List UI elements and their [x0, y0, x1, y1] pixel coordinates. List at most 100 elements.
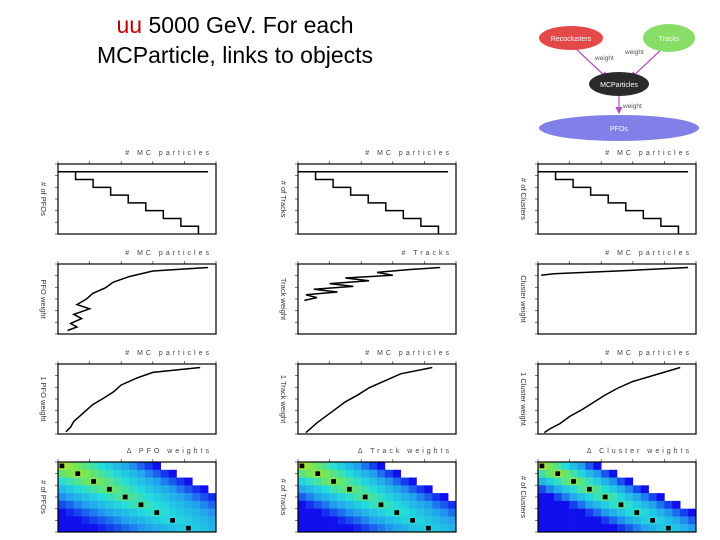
- heat-cell: [432, 524, 441, 533]
- heat-cell: [353, 500, 362, 509]
- edge-tracks-mc: [630, 47, 664, 79]
- heat-cell: [664, 500, 673, 509]
- heat-cell: [113, 469, 122, 478]
- heat-cell: [321, 493, 330, 502]
- plot-title-c0r1: # MC particles: [125, 250, 212, 257]
- series-line-c2r0: [538, 171, 689, 234]
- heat-cell: [377, 462, 386, 471]
- edge-label-weight-1: weight: [594, 55, 614, 62]
- y-label-c0r0: # of PFOs: [39, 182, 48, 216]
- heat-cell: [361, 508, 370, 517]
- plot-title-c2r0: # MC particles: [605, 150, 692, 157]
- heat-cell: [416, 508, 425, 517]
- heat-cell: [152, 500, 161, 509]
- heat-cell: [58, 477, 67, 486]
- heat-cell: [345, 516, 354, 525]
- heat-cell: [400, 500, 409, 509]
- heat-cell: [81, 477, 90, 486]
- plot-frame-c0r1: [57, 263, 217, 335]
- heat-cell: [624, 500, 634, 509]
- heat-cell: [561, 485, 570, 494]
- heat-cell: [672, 500, 681, 509]
- y-label-c1r2: 1 Track weight: [279, 375, 288, 424]
- diag-marker: [378, 502, 384, 508]
- heat-cell: [305, 477, 315, 486]
- heat-cell: [121, 524, 130, 533]
- heat-cell: [585, 524, 594, 533]
- heat-cell: [672, 516, 681, 525]
- heat-cell: [129, 524, 138, 533]
- heat-cell: [384, 469, 394, 478]
- heat-cell: [416, 524, 425, 533]
- heat-cell: [361, 462, 370, 471]
- plot-c2r1: # MC particles Cluster weight: [519, 250, 697, 335]
- diag-marker: [154, 510, 160, 515]
- heat-cell: [65, 500, 75, 509]
- plot-frame-c0r3: [57, 461, 217, 533]
- heat-cell: [97, 508, 106, 517]
- heat-cell: [58, 493, 67, 502]
- heat-cell: [152, 462, 161, 471]
- heat-cell: [298, 477, 307, 486]
- heat-cell: [609, 508, 618, 517]
- heat-cell: [129, 516, 138, 525]
- heat-cell: [400, 508, 409, 517]
- heat-cell: [329, 485, 338, 494]
- heat-cell: [305, 516, 315, 525]
- title-accent: uu: [116, 12, 143, 38]
- heat-cell: [184, 500, 193, 509]
- heat-cell: [152, 493, 161, 502]
- heat-cell: [313, 508, 322, 517]
- heat-cell: [561, 516, 570, 525]
- plot-frame-c2r1: [537, 263, 697, 335]
- heat-cell: [680, 508, 689, 517]
- heat-cell: [609, 524, 618, 533]
- heat-cell: [416, 516, 425, 525]
- heat-cell: [73, 485, 82, 494]
- heat-cell: [601, 500, 610, 509]
- heat-cell: [648, 500, 657, 509]
- heat-cell: [609, 500, 618, 509]
- heat-cell: [65, 462, 75, 471]
- heat-cell: [408, 493, 417, 502]
- series-line-c1r2: [305, 366, 433, 434]
- heat-cell: [58, 516, 67, 525]
- heat-cell: [377, 493, 386, 502]
- heat-cell: [97, 516, 106, 525]
- heat-cell: [688, 524, 697, 533]
- heat-cell: [160, 485, 169, 494]
- heat-cell: [176, 493, 185, 502]
- heat-cell: [369, 500, 378, 509]
- heat-cell: [432, 508, 441, 517]
- heat-cell: [200, 508, 209, 517]
- heat-cell: [553, 500, 562, 509]
- heat-cell: [65, 485, 75, 494]
- heat-cell: [416, 485, 425, 494]
- heat-cell: [329, 500, 338, 509]
- heat-cell: [137, 524, 146, 533]
- heat-cell: [81, 516, 90, 525]
- heat-cell: [73, 493, 82, 502]
- heat-cell: [105, 493, 114, 502]
- heat-cell: [561, 524, 570, 533]
- heat-cell: [609, 493, 618, 502]
- diag-marker: [331, 479, 336, 484]
- heat-cell: [538, 524, 547, 533]
- heat-cell: [448, 524, 457, 533]
- heat-cell: [561, 508, 570, 517]
- heat-cell: [137, 477, 146, 486]
- heat-cell: [168, 469, 177, 478]
- heat-cell: [89, 508, 98, 517]
- y-label-c2r1: Cluster weight: [519, 275, 528, 323]
- heat-cell: [569, 485, 578, 494]
- node-pfos: [539, 115, 699, 141]
- heat-cell: [561, 469, 570, 478]
- heat-cell: [361, 500, 370, 509]
- heat-cell: [89, 462, 98, 471]
- heat-cell: [337, 462, 346, 471]
- heat-cell: [593, 524, 602, 533]
- heat-cell: [632, 516, 641, 525]
- diag-marker: [75, 471, 81, 476]
- plot-frame-c0r0: [57, 163, 217, 235]
- heat-cell: [648, 508, 657, 517]
